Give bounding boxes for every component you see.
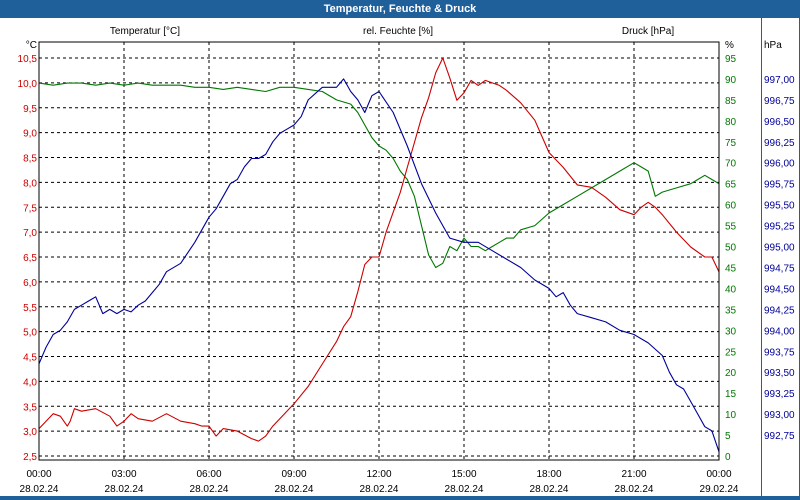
temperature-tick-label: 5,0	[23, 328, 37, 339]
right-axis-frame	[761, 18, 800, 500]
temperature-tick-label: 7,0	[23, 228, 37, 239]
temperature-series-line	[38, 57, 720, 442]
chart-title: Temperatur, Feuchte & Druck	[0, 0, 800, 18]
time-tick-label: 15:00	[451, 469, 476, 480]
humidity-tick-label: 70	[725, 159, 737, 170]
temperature-tick-label: 7,5	[23, 203, 37, 214]
pressure-axis-label: Druck [hPa]	[622, 26, 674, 37]
temperature-tick-label: 3,0	[23, 427, 37, 438]
pressure-tick-label: 993,50	[764, 368, 795, 379]
date-tick-label: 28.02.24	[20, 484, 59, 495]
pressure-tick-label: 992,75	[764, 431, 795, 442]
humidity-tick-label: 85	[725, 96, 737, 107]
humidity-tick-label: 35	[725, 305, 737, 316]
temperature-tick-label: 9,0	[23, 129, 37, 140]
humidity-series-line	[38, 82, 720, 269]
temperature-tick-label: 9,5	[23, 104, 37, 115]
pressure-tick-label: 995,75	[764, 180, 795, 191]
temperature-tick-label: 8,0	[23, 178, 37, 189]
temperature-tick-label: 5,5	[23, 303, 37, 314]
pressure-tick-label: 996,75	[764, 96, 795, 107]
temperature-tick-label: 4,5	[23, 353, 37, 364]
humidity-tick-label: 95	[725, 54, 737, 65]
pressure-tick-label: 996,50	[764, 117, 795, 128]
temperature-unit: °C	[26, 40, 37, 51]
pressure-series-line	[38, 78, 720, 452]
humidity-tick-label: 80	[725, 117, 737, 128]
humidity-tick-label: 75	[725, 138, 737, 149]
humidity-tick-label: 90	[725, 75, 737, 86]
pressure-unit: hPa	[764, 40, 782, 51]
humidity-tick-label: 25	[725, 347, 737, 358]
temperature-tick-label: 8,5	[23, 154, 37, 165]
pressure-tick-label: 996,25	[764, 138, 795, 149]
date-tick-label: 28.02.24	[190, 484, 229, 495]
date-tick-label: 28.02.24	[275, 484, 314, 495]
time-tick-label: 12:00	[366, 469, 391, 480]
grid-lines	[38, 42, 720, 460]
pressure-axis-ticks: 992,75 993,00 993,25 993,50 993,75 994,00 994,…	[764, 75, 795, 442]
temperature-tick-label: 10,5	[18, 54, 38, 65]
pressure-tick-label: 994,00	[764, 326, 795, 337]
plot-frame	[38, 41, 720, 461]
date-tick-label: 28.02.24	[530, 484, 569, 495]
humidity-tick-label: 15	[725, 389, 737, 400]
date-tick-label: 29.02.24	[700, 484, 739, 495]
date-tick-label: 28.02.24	[105, 484, 144, 495]
humidity-tick-label: 10	[725, 410, 737, 421]
humidity-tick-label: 50	[725, 243, 737, 254]
temperature-axis-label: Temperatur [°C]	[110, 26, 180, 37]
temperature-tick-label: 6,0	[23, 278, 37, 289]
temperature-tick-label: 3,5	[23, 402, 37, 413]
bottom-frame	[0, 496, 800, 500]
series-layer	[38, 57, 720, 452]
temperature-tick-label: 6,5	[23, 253, 37, 264]
humidity-axis-ticks: 0 5 10 15 20 25 30 35 40 45 50 55 60 65 70 75 80 85 90 95	[725, 54, 737, 463]
pressure-tick-label: 995,50	[764, 201, 795, 212]
time-tick-label: 00:00	[706, 469, 731, 480]
humidity-unit: %	[725, 40, 734, 51]
time-tick-label: 09:00	[281, 469, 306, 480]
humidity-tick-label: 20	[725, 368, 737, 379]
time-tick-label: 03:00	[111, 469, 136, 480]
humidity-tick-label: 30	[725, 326, 737, 337]
time-tick-label: 21:00	[621, 469, 646, 480]
pressure-tick-label: 994,50	[764, 284, 795, 295]
pressure-tick-label: 996,00	[764, 159, 795, 170]
humidity-tick-label: 55	[725, 222, 737, 233]
temperature-tick-label: 2,5	[23, 452, 37, 463]
humidity-axis-label: rel. Feuchte [%]	[363, 26, 433, 37]
humidity-tick-label: 65	[725, 180, 737, 191]
pressure-tick-label: 994,25	[764, 305, 795, 316]
time-tick-label: 00:00	[26, 469, 51, 480]
temperature-tick-label: 10,0	[18, 79, 38, 90]
pressure-tick-label: 995,25	[764, 222, 795, 233]
humidity-tick-label: 60	[725, 201, 737, 212]
pressure-tick-label: 995,00	[764, 243, 795, 254]
pressure-tick-label: 993,75	[764, 347, 795, 358]
pressure-tick-label: 993,00	[764, 410, 795, 421]
date-tick-label: 28.02.24	[615, 484, 654, 495]
date-tick-label: 28.02.24	[445, 484, 484, 495]
date-tick-label: 28.02.24	[360, 484, 399, 495]
pressure-tick-label: 994,75	[764, 263, 795, 274]
time-tick-label: 18:00	[536, 469, 561, 480]
pressure-tick-label: 997,00	[764, 75, 795, 86]
temperature-tick-label: 4,0	[23, 377, 37, 388]
pressure-tick-label: 993,25	[764, 389, 795, 400]
humidity-tick-label: 0	[725, 452, 731, 463]
time-tick-label: 06:00	[196, 469, 221, 480]
time-axis-ticks: 00:00 28.02.24 03:00 28.02.24 06:00 28.02.24 0…	[20, 469, 739, 495]
humidity-tick-label: 40	[725, 284, 737, 295]
temperature-axis-ticks: 2,5 3,0 3,5 4,0 4,5 5,0 5,5 6,0 6,5 7,0 7,5 8,0 8,5 9…	[18, 54, 38, 463]
humidity-tick-label: 5	[725, 431, 731, 442]
humidity-tick-label: 45	[725, 263, 737, 274]
